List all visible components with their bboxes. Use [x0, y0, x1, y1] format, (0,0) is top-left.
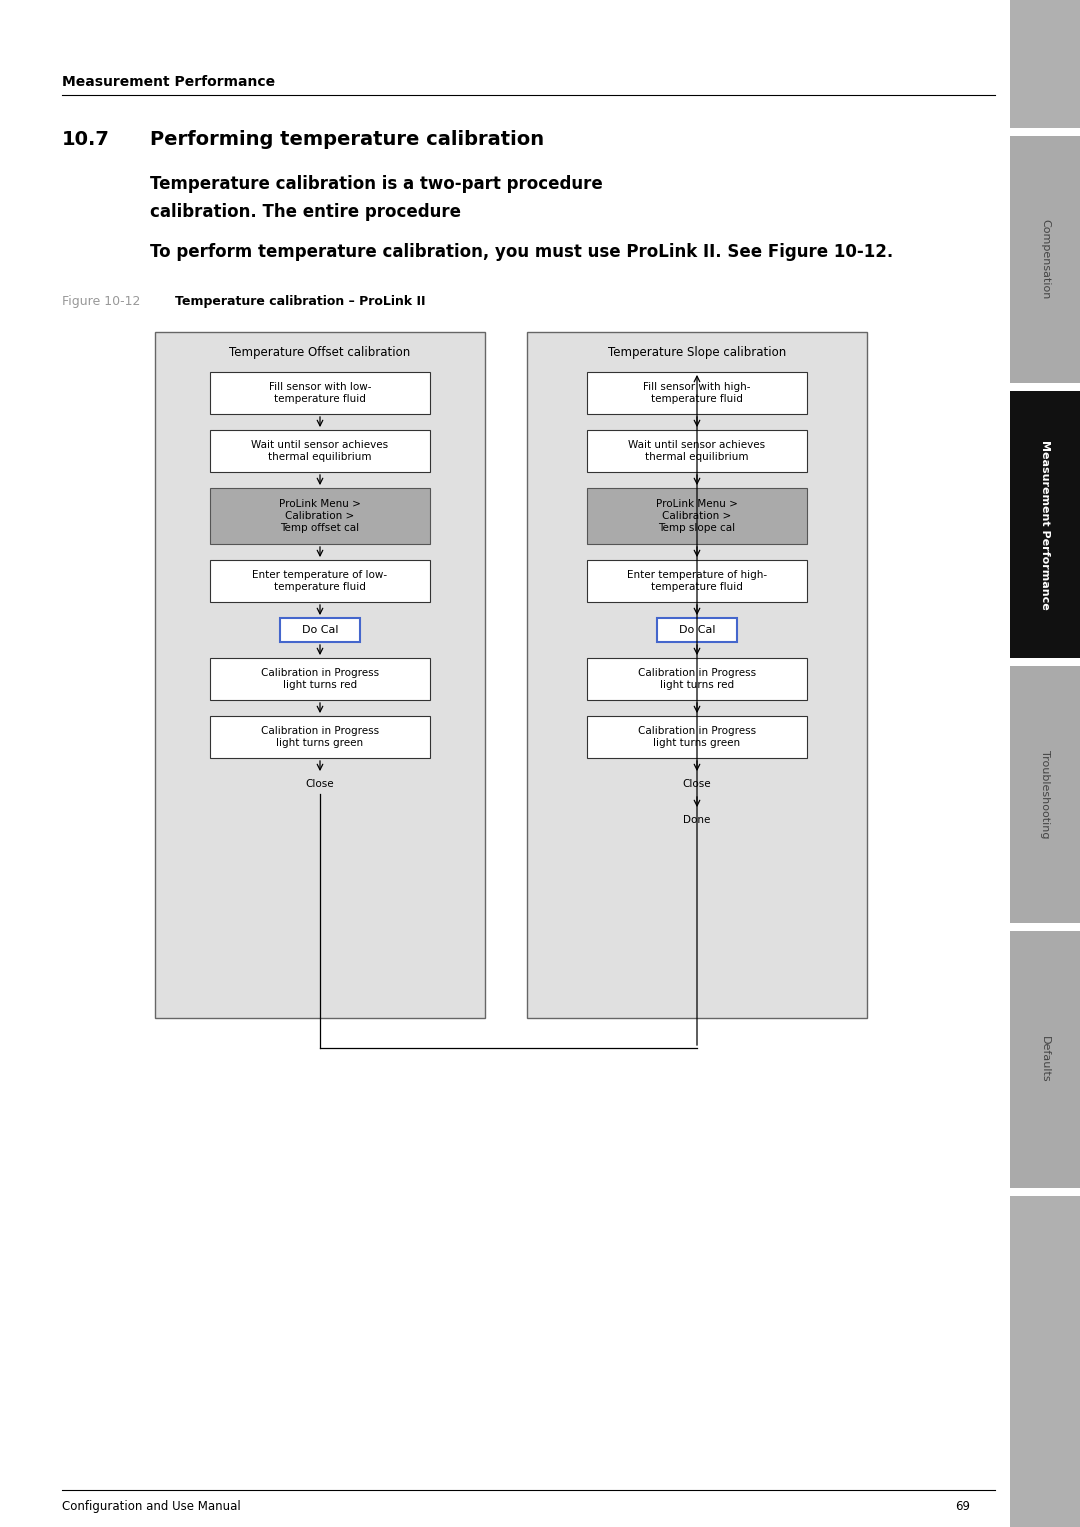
Bar [588, 560, 807, 602]
Text: Wait until sensor achieves
thermal equilibrium: Wait until sensor achieves thermal equil… [252, 440, 389, 461]
Text: calibration. The entire procedure: calibration. The entire procedure [150, 203, 461, 221]
Text: Calibration in Progress
light turns green: Calibration in Progress light turns gree… [638, 727, 756, 748]
Text: Fill sensor with high-
temperature fluid: Fill sensor with high- temperature fluid [644, 382, 751, 403]
Text: Close: Close [306, 779, 335, 789]
Bar [588, 658, 807, 699]
Text: Enter temperature of high-
temperature fluid: Enter temperature of high- temperature f… [626, 570, 767, 592]
Text: Configuration and Use Manual: Configuration and Use Manual [62, 1500, 241, 1513]
Text: Enter temperature of low-
temperature fluid: Enter temperature of low- temperature fl… [253, 570, 388, 592]
Text: Temperature calibration is a two-part procedure: Temperature calibration is a two-part pr… [150, 176, 603, 192]
Bar [210, 431, 430, 472]
Text: Calibration in Progress
light turns red: Calibration in Progress light turns red [261, 669, 379, 690]
Bar [1010, 0, 1080, 128]
Text: ProLink Menu >
Calibration >
Temp slope cal: ProLink Menu > Calibration > Temp slope … [656, 499, 738, 533]
Text: Troubleshooting: Troubleshooting [1040, 750, 1050, 838]
Bar [1010, 136, 1080, 383]
Bar [156, 331, 485, 1019]
Bar [1010, 666, 1080, 922]
Text: Compensation: Compensation [1040, 220, 1050, 299]
Text: Done: Done [684, 815, 711, 825]
Bar [210, 716, 430, 757]
Text: Do Cal: Do Cal [301, 625, 338, 635]
Bar [588, 431, 807, 472]
Bar [588, 373, 807, 414]
Text: Calibration in Progress
light turns red: Calibration in Progress light turns red [638, 669, 756, 690]
Text: 69: 69 [955, 1500, 970, 1513]
Text: Do Cal: Do Cal [678, 625, 715, 635]
Text: Performing temperature calibration: Performing temperature calibration [150, 130, 544, 150]
Text: Measurement Performance: Measurement Performance [1040, 440, 1050, 609]
Text: Temperature calibration – ProLink II: Temperature calibration – ProLink II [175, 295, 426, 308]
Bar [210, 658, 430, 699]
Bar [210, 560, 430, 602]
Text: Temperature Offset calibration: Temperature Offset calibration [229, 347, 410, 359]
Text: Close: Close [683, 779, 712, 789]
Bar [1010, 931, 1080, 1188]
Text: Defaults: Defaults [1040, 1037, 1050, 1083]
Text: Calibration in Progress
light turns green: Calibration in Progress light turns gree… [261, 727, 379, 748]
Text: 10.7: 10.7 [62, 130, 110, 150]
Bar [1010, 391, 1080, 658]
Text: Wait until sensor achieves
thermal equilibrium: Wait until sensor achieves thermal equil… [629, 440, 766, 461]
Bar [210, 373, 430, 414]
Text: Measurement Performance: Measurement Performance [62, 75, 275, 89]
Text: Temperature Slope calibration: Temperature Slope calibration [608, 347, 786, 359]
Bar [588, 716, 807, 757]
Bar [280, 618, 360, 641]
Bar [210, 489, 430, 544]
Bar [1010, 1196, 1080, 1527]
Text: Fill sensor with low-
temperature fluid: Fill sensor with low- temperature fluid [269, 382, 372, 403]
Bar [527, 331, 867, 1019]
Text: To perform temperature calibration, you must use ProLink II. See Figure 10-12.: To perform temperature calibration, you … [150, 243, 893, 261]
Bar [588, 489, 807, 544]
Text: ProLink Menu >
Calibration >
Temp offset cal: ProLink Menu > Calibration > Temp offset… [279, 499, 361, 533]
Bar [657, 618, 737, 641]
Text: Figure 10-12: Figure 10-12 [62, 295, 140, 308]
